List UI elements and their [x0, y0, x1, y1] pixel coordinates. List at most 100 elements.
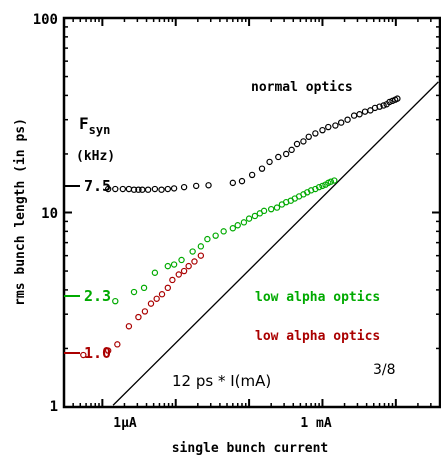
data-point-series-0 [266, 158, 273, 166]
y-tick-label-10: 10 [41, 206, 58, 222]
data-point-series-0 [258, 165, 266, 172]
data-point-series-2 [175, 271, 182, 278]
data-point-series-1 [151, 269, 159, 276]
data-point-series-0 [380, 102, 387, 109]
data-point-series-1 [164, 262, 172, 270]
data-point-series-2 [164, 284, 172, 292]
fsyn-unit-label: (kHz) [76, 149, 115, 164]
data-point-series-2 [104, 347, 112, 354]
data-point-series-1 [273, 204, 281, 211]
data-point-series-1 [319, 182, 326, 190]
data-point-series-1 [307, 187, 315, 194]
data-point-series-0 [386, 98, 393, 106]
data-point-series-1 [140, 284, 148, 292]
data-point-series-0 [125, 185, 133, 193]
fsyn-label: Fsyn [79, 114, 110, 137]
data-point-series-0 [180, 183, 188, 191]
data-point-series-2 [141, 308, 149, 315]
data-point-series-0 [164, 185, 172, 193]
data-point-series-0 [112, 185, 119, 193]
data-point-series-0 [130, 186, 138, 193]
data-point-series-2 [114, 341, 121, 348]
x-axis-label: single bunch current [172, 441, 329, 456]
data-point-series-0 [135, 186, 142, 193]
data-point-series-2 [185, 262, 192, 270]
y-axis-label: rms bunch length (in ps) [13, 118, 28, 306]
data-point-series-0 [158, 186, 165, 193]
data-point-series-1 [112, 297, 119, 305]
data-point-series-1 [251, 212, 259, 220]
data-point-series-2 [191, 258, 198, 265]
y-tick-label-100: 100 [33, 12, 58, 28]
data-point-series-0 [238, 177, 246, 185]
plot-frame [62, 16, 441, 409]
data-point-series-0 [151, 185, 159, 193]
x-tick-label-1mA: 1 mA [300, 416, 331, 431]
data-point-series-0 [305, 133, 312, 141]
fsyn-main: F [79, 114, 89, 133]
data-points [80, 95, 401, 359]
axis-ticks [63, 17, 441, 408]
data-point-series-1 [189, 248, 196, 255]
data-point-series-2 [80, 351, 87, 359]
data-point-series-0 [293, 140, 301, 148]
data-point-series-1 [204, 235, 211, 243]
fsyn-level-2-3: 2.3 [84, 287, 111, 305]
data-point-series-0 [332, 122, 339, 129]
fit-line-group [112, 81, 439, 406]
data-point-series-0 [144, 186, 152, 193]
data-point-series-0 [376, 103, 383, 110]
x-tick-label-1uA: 1μA [113, 416, 137, 431]
data-point-series-1 [170, 261, 178, 268]
data-point-series-2 [135, 313, 142, 321]
data-point-series-1 [245, 215, 253, 222]
data-point-series-1 [315, 183, 323, 191]
data-point-series-1 [130, 288, 138, 296]
annotation-low-alpha-green: low alpha optics [255, 290, 380, 305]
data-point-series-1 [234, 222, 241, 229]
data-point-series-0 [248, 171, 256, 179]
fsyn-level-7-5: 7.5 [84, 177, 111, 195]
data-point-series-0 [205, 182, 212, 189]
annotation-normal-optics: normal optics [251, 80, 353, 95]
data-point-series-1 [212, 232, 219, 239]
data-point-series-1 [197, 243, 205, 250]
fit-line [112, 81, 439, 406]
data-point-series-1 [220, 228, 227, 235]
data-point-series-0 [275, 153, 282, 161]
data-point-series-0 [288, 146, 295, 154]
data-point-series-0 [139, 186, 146, 193]
data-point-series-0 [312, 130, 319, 137]
data-point-series-0 [344, 116, 351, 123]
data-point-series-0 [119, 185, 127, 193]
data-point-series-2 [197, 252, 205, 259]
data-point-series-1 [267, 205, 275, 213]
data-point-series-2 [180, 267, 188, 275]
data-point-series-2 [147, 300, 155, 307]
data-point-series-0 [350, 112, 358, 119]
data-point-series-1 [229, 225, 237, 232]
data-point-series-1 [240, 219, 248, 226]
data-point-series-0 [394, 95, 401, 102]
data-point-series-2 [153, 295, 160, 302]
data-point-series-0 [361, 108, 369, 115]
data-point-series-0 [300, 138, 307, 145]
data-point-series-2 [125, 323, 133, 330]
data-point-series-0 [104, 185, 112, 193]
data-point-series-2 [158, 291, 166, 298]
fit-formula: 12 ps * I(mA) [172, 372, 271, 390]
fsyn-sub: syn [89, 123, 111, 137]
fsyn-level-1-0: 1.0 [84, 344, 111, 362]
annotation-low-alpha-red: low alpha optics [255, 329, 380, 344]
data-point-series-0 [192, 182, 200, 190]
data-point-series-1 [260, 207, 268, 215]
data-point-series-2 [169, 276, 176, 284]
data-point-series-0 [282, 150, 290, 158]
fit-exponent: 3/8 [373, 362, 396, 378]
data-point-series-0 [170, 185, 178, 192]
data-point-series-1 [178, 256, 185, 264]
data-point-series-1 [331, 177, 338, 184]
data-point-series-1 [327, 178, 335, 185]
y-tick-label-1: 1 [50, 399, 58, 415]
